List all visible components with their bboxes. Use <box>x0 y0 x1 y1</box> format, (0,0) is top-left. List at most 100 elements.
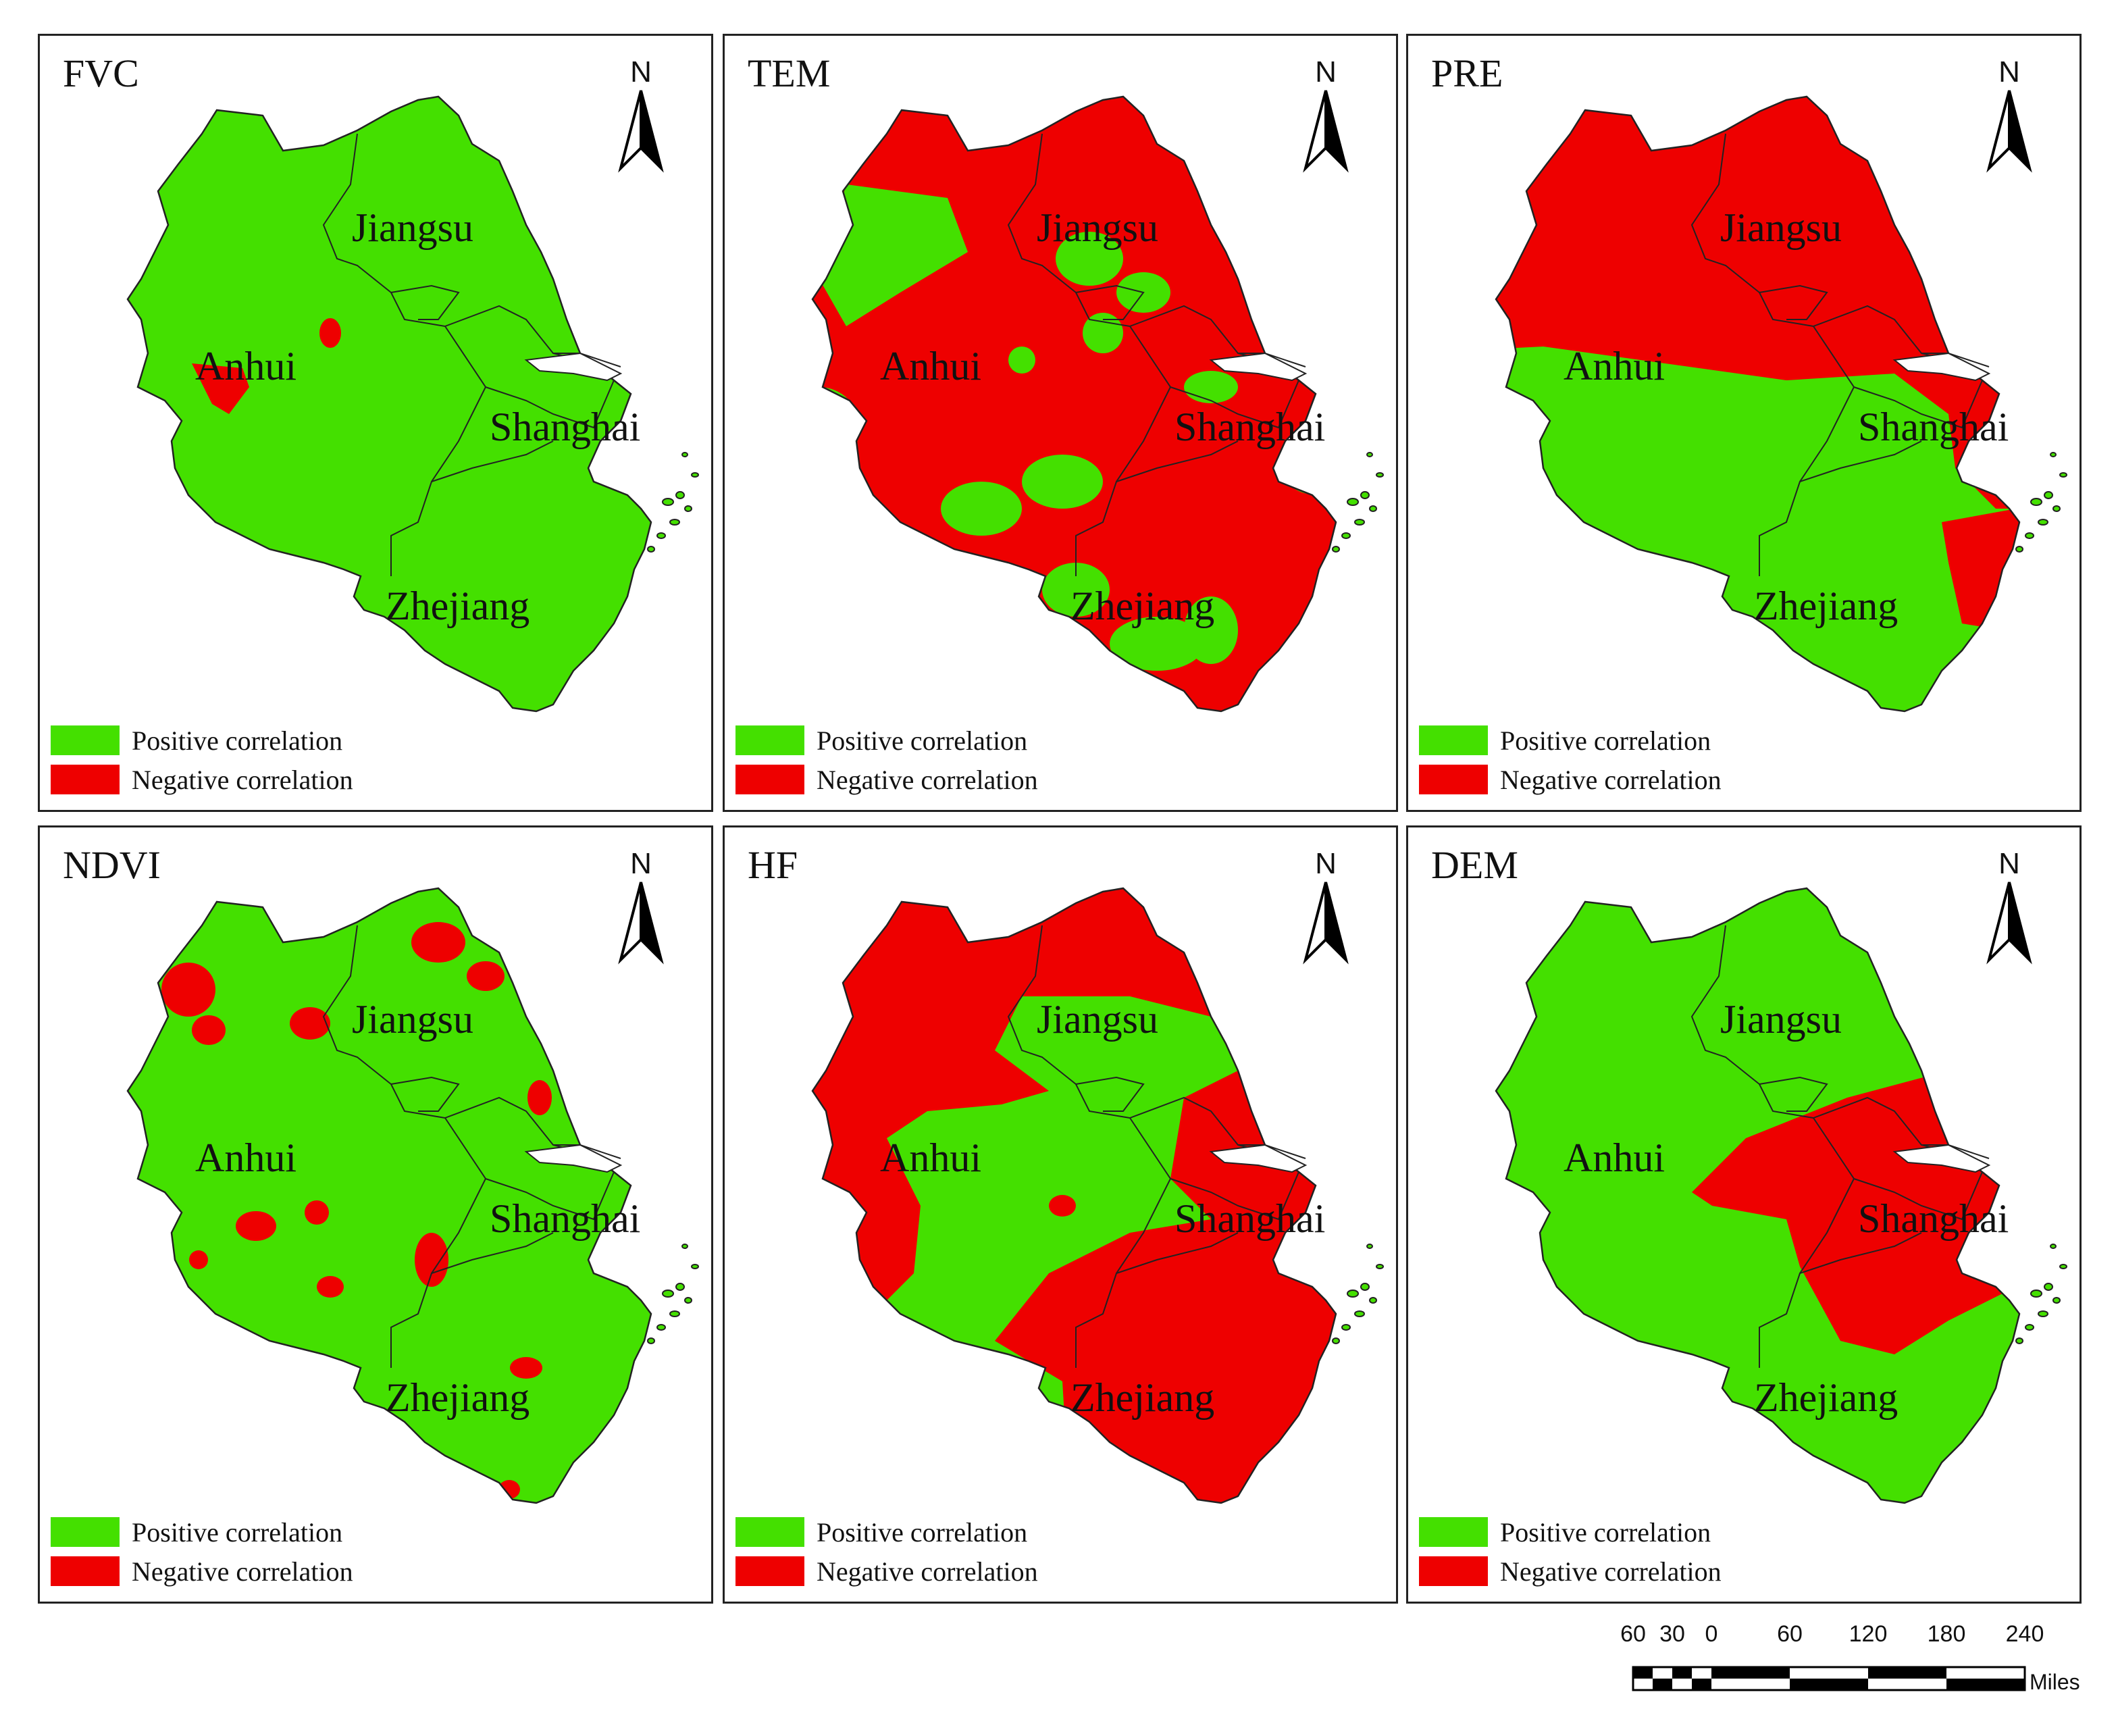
province-label-anhui: Anhui <box>1564 1135 1665 1180</box>
province-label-zhejiang: Zhejiang <box>1070 1375 1215 1420</box>
north-label: N <box>630 55 652 88</box>
scale-tick-label: 0 <box>1705 1621 1718 1647</box>
province-label-shanghai: Shanghai <box>490 405 641 449</box>
map-svg <box>126 887 699 1504</box>
scale-bar: 60 30 0 60 120 180 240 Miles <box>1620 1621 2114 1729</box>
province-borders <box>1690 925 1990 1368</box>
map-panel-dem: DEM N Jiangsu Anhui Shanghai Zhejiang Po… <box>1406 825 2082 1604</box>
region-base <box>128 97 651 711</box>
legend: Positive correlation Negative correlatio… <box>1419 721 1722 799</box>
legend-swatch-negative <box>1419 765 1488 794</box>
yangtze-estuary <box>524 352 623 382</box>
legend-item-positive: Positive correlation <box>51 721 353 760</box>
province-label-zhejiang: Zhejiang <box>1070 584 1215 628</box>
legend-item-positive: Positive correlation <box>735 721 1038 760</box>
legend-label-positive: Positive correlation <box>1500 1516 1711 1548</box>
map-svg <box>811 887 1384 1504</box>
province-label-shanghai: Shanghai <box>1174 405 1326 449</box>
panel-title: FVC <box>63 51 139 95</box>
legend: Positive correlation Negative correlatio… <box>1419 1512 1722 1591</box>
region-outline <box>1495 887 2021 1504</box>
region-base <box>128 888 651 1503</box>
legend-swatch-positive <box>1419 725 1488 755</box>
scale-tick-label: 240 <box>2005 1621 2044 1647</box>
panel-title: NDVI <box>63 843 161 887</box>
province-label-shanghai: Shanghai <box>1858 405 2009 449</box>
scale-tick-label: 60 <box>1777 1621 1803 1647</box>
scale-unit-label: Miles <box>2030 1670 2080 1694</box>
scale-tick-label: 30 <box>1659 1621 1685 1647</box>
legend-swatch-positive <box>51 1517 120 1547</box>
north-label: N <box>1998 847 2020 880</box>
map-panel-pre: PRE N Jiangsu Anhui Shanghai Zhejiang Po… <box>1406 34 2082 812</box>
legend-swatch-negative <box>735 765 804 794</box>
legend-item-negative: Negative correlation <box>735 760 1038 799</box>
legend-label-negative: Negative correlation <box>817 764 1038 795</box>
legend-swatch-positive <box>735 725 804 755</box>
province-label-jiangsu: Jiangsu <box>1037 205 1158 250</box>
legend: Positive correlation Negative correlatio… <box>735 721 1038 799</box>
map-panel-tem: TEM N Jiangsu Anhui Shanghai Zhejiang Po… <box>723 34 1398 812</box>
legend-swatch-negative <box>51 1556 120 1586</box>
region-outline <box>811 887 1337 1504</box>
region-outline <box>126 95 652 713</box>
province-label-anhui: Anhui <box>1564 344 1665 388</box>
province-label-shanghai: Shanghai <box>1858 1196 2009 1241</box>
legend-item-positive: Positive correlation <box>1419 1512 1722 1552</box>
province-label-jiangsu: Jiangsu <box>352 205 473 250</box>
coastal-islands <box>1332 452 1384 553</box>
legend-label-negative: Negative correlation <box>132 1556 353 1587</box>
legend-item-positive: Positive correlation <box>735 1512 1038 1552</box>
north-label: N <box>1315 847 1337 880</box>
yangtze-estuary <box>1209 1144 1308 1173</box>
legend-item-negative: Negative correlation <box>1419 1552 1722 1591</box>
north-arrow-icon: N <box>618 55 664 173</box>
yangtze-estuary <box>524 1144 623 1173</box>
legend-label-negative: Negative correlation <box>1500 1556 1722 1587</box>
north-arrow-icon: N <box>1986 847 2032 965</box>
region-outline <box>126 887 652 1504</box>
yangtze-estuary <box>1892 352 1991 382</box>
yangtze-estuary <box>1209 352 1308 382</box>
panel-title: PRE <box>1431 51 1503 95</box>
province-label-shanghai: Shanghai <box>490 1196 641 1241</box>
legend-label-positive: Positive correlation <box>817 1516 1028 1548</box>
legend-swatch-positive <box>51 725 120 755</box>
map-panel-fvc: FVC N Jiangsu Anhui Shanghai Zhejiang Po… <box>38 34 713 812</box>
legend: Positive correlation Negative correlatio… <box>51 1512 353 1591</box>
map-svg <box>126 95 699 713</box>
scale-tick-label: 180 <box>1927 1621 1966 1647</box>
legend-label-positive: Positive correlation <box>132 725 343 756</box>
legend-label-positive: Positive correlation <box>817 725 1028 756</box>
legend-item-negative: Negative correlation <box>1419 760 1722 799</box>
coastal-islands <box>647 452 699 553</box>
north-label: N <box>630 847 652 880</box>
legend-label-negative: Negative correlation <box>132 764 353 795</box>
province-label-jiangsu: Jiangsu <box>352 997 473 1042</box>
province-label-shanghai: Shanghai <box>1174 1196 1326 1241</box>
legend: Positive correlation Negative correlatio… <box>51 721 353 799</box>
coastal-islands <box>647 1244 699 1344</box>
negative-correlation-area <box>161 922 648 1499</box>
legend-swatch-negative <box>1419 1556 1488 1586</box>
coastal-islands <box>1332 1244 1384 1344</box>
province-label-anhui: Anhui <box>195 344 296 388</box>
legend-item-negative: Negative correlation <box>51 1552 353 1591</box>
province-label-anhui: Anhui <box>195 1135 296 1180</box>
legend-swatch-positive <box>1419 1517 1488 1547</box>
north-arrow-icon: N <box>1303 847 1349 965</box>
scale-tick-label: 120 <box>1849 1621 1888 1647</box>
north-arrow-icon: N <box>1303 55 1349 173</box>
province-label-anhui: Anhui <box>880 344 981 388</box>
region-outline <box>1495 95 2021 713</box>
legend-label-positive: Positive correlation <box>1500 725 1711 756</box>
legend: Positive correlation Negative correlatio… <box>735 1512 1038 1591</box>
coastal-islands <box>2015 452 2067 553</box>
province-label-zhejiang: Zhejiang <box>1754 584 1899 628</box>
province-label-anhui: Anhui <box>880 1135 981 1180</box>
province-label-zhejiang: Zhejiang <box>386 584 530 628</box>
legend-label-positive: Positive correlation <box>132 1516 343 1548</box>
province-label-jiangsu: Jiangsu <box>1720 997 1842 1042</box>
north-label: N <box>1998 55 2020 88</box>
legend-label-negative: Negative correlation <box>1500 764 1722 795</box>
